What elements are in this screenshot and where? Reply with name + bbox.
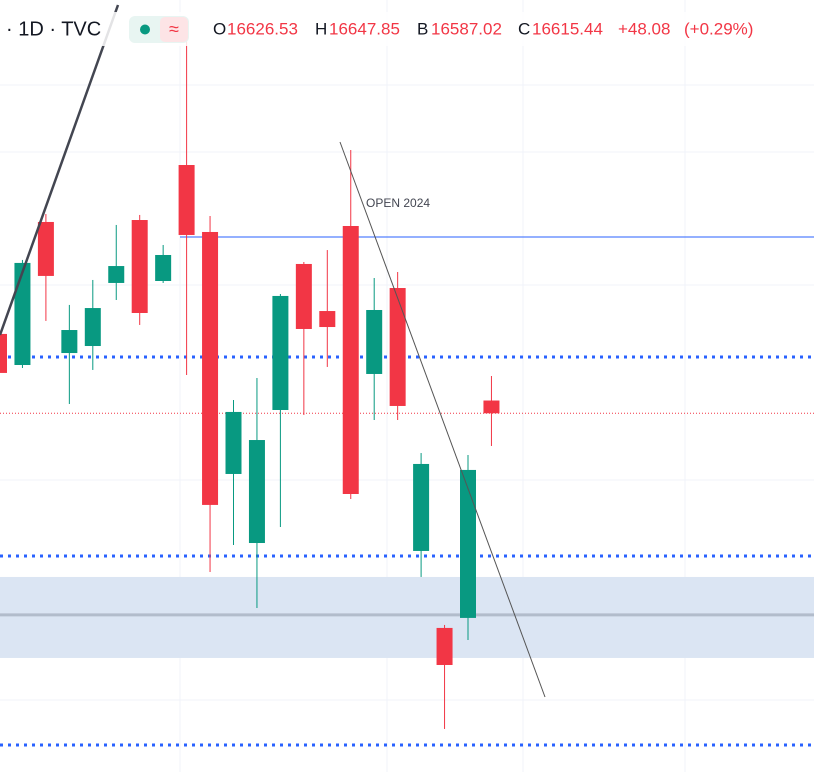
- trend-line: [339, 141, 546, 698]
- ohlc-value: 16626.53: [227, 19, 298, 38]
- ohlc-value: 16615.44: [532, 19, 603, 38]
- candle-body: [366, 309, 383, 374]
- candle-body: [202, 231, 219, 505]
- candle-body: [14, 262, 31, 365]
- candle-body: [295, 263, 312, 329]
- trend-line: [0, 4, 120, 336]
- candle-body: [413, 463, 430, 551]
- symbol: · 1D · TVC: [6, 18, 101, 40]
- candle-body: [319, 311, 336, 328]
- candle-body: [248, 440, 265, 544]
- candle-body: [155, 254, 172, 281]
- candle-body: [225, 411, 242, 474]
- candle-body: [342, 225, 359, 494]
- change: +48.08: [618, 19, 670, 38]
- candle-body: [37, 221, 54, 276]
- candle-body: [178, 165, 195, 235]
- ohlc-label: H: [315, 19, 327, 38]
- zone-layer: [0, 576, 814, 658]
- candle-body: [389, 288, 406, 406]
- candle-body: [272, 295, 289, 410]
- ohlc-value: 16647.85: [329, 19, 400, 38]
- candle-body: [460, 469, 476, 618]
- delay-icon: ≈: [169, 19, 179, 39]
- header-bg: [0, 12, 766, 46]
- ohlc-value: 16587.02: [431, 19, 502, 38]
- ohlc-header: O 16626.53 H 16647.85 B 16587.02 C 16615.44 +48.…: [213, 19, 753, 38]
- candle-body: [0, 333, 7, 373]
- annotation: OPEN 2024: [366, 196, 430, 210]
- candle-layer: [0, 40, 500, 729]
- status-dot: [140, 24, 150, 35]
- ohlc-label: B: [417, 19, 428, 38]
- candle-body: [84, 308, 101, 347]
- ohlc-label: O: [213, 19, 226, 38]
- candle-body: [436, 627, 453, 665]
- candle-body: [61, 330, 78, 354]
- change-pct: (+0.29%): [684, 19, 753, 38]
- ohlc-label: C: [518, 19, 530, 38]
- candle-body: [108, 266, 125, 283]
- delay-pill: [160, 17, 188, 42]
- level-layer: [0, 236, 814, 747]
- candle-body: [131, 220, 148, 313]
- zone: [0, 576, 814, 658]
- candle-body: [483, 400, 500, 414]
